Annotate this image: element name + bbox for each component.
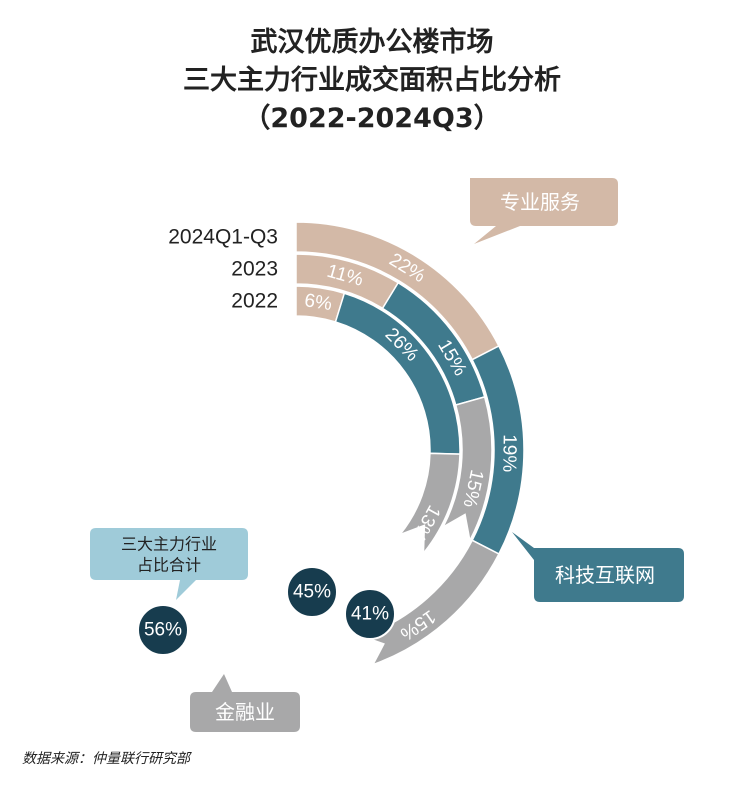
ring-label: 2024Q1-Q3 xyxy=(168,226,278,249)
totals-note-line-1: 三大主力行业 xyxy=(121,535,217,554)
bar-tail-notch xyxy=(443,513,471,540)
data-label: 19% xyxy=(498,434,520,472)
total-circle xyxy=(286,566,338,618)
totals-note-box xyxy=(90,528,248,600)
totals-note-line-2: 占比合计 xyxy=(137,556,201,575)
legend-professional: 专业服务 xyxy=(500,190,580,214)
callout-tech xyxy=(512,532,684,602)
bar-tail-notch xyxy=(400,524,426,553)
total-label: 56% xyxy=(144,620,182,641)
total-circle xyxy=(137,604,189,656)
bar-segment xyxy=(362,539,500,666)
chart-title-line-2: 三大主力行业成交面积占比分析 xyxy=(183,65,561,96)
total-label: 41% xyxy=(351,604,389,625)
bar-tail-notch xyxy=(363,636,385,665)
total-label: 45% xyxy=(293,582,331,603)
legend-tech: 科技互联网 xyxy=(555,563,655,587)
callout-professional xyxy=(470,178,618,244)
callout-finance xyxy=(190,674,300,732)
chart-title-line-3: （2022-2024Q3） xyxy=(243,103,501,134)
source-note: 数据来源：仲量联行研究部 xyxy=(22,751,190,767)
ring-label: 2023 xyxy=(231,258,278,281)
data-label: 6% xyxy=(303,290,333,315)
ring-label: 2022 xyxy=(231,290,278,313)
legend-finance: 金融业 xyxy=(215,700,275,724)
total-circle xyxy=(344,588,396,640)
chart-title-line-1: 武汉优质办公楼市场 xyxy=(250,27,494,58)
